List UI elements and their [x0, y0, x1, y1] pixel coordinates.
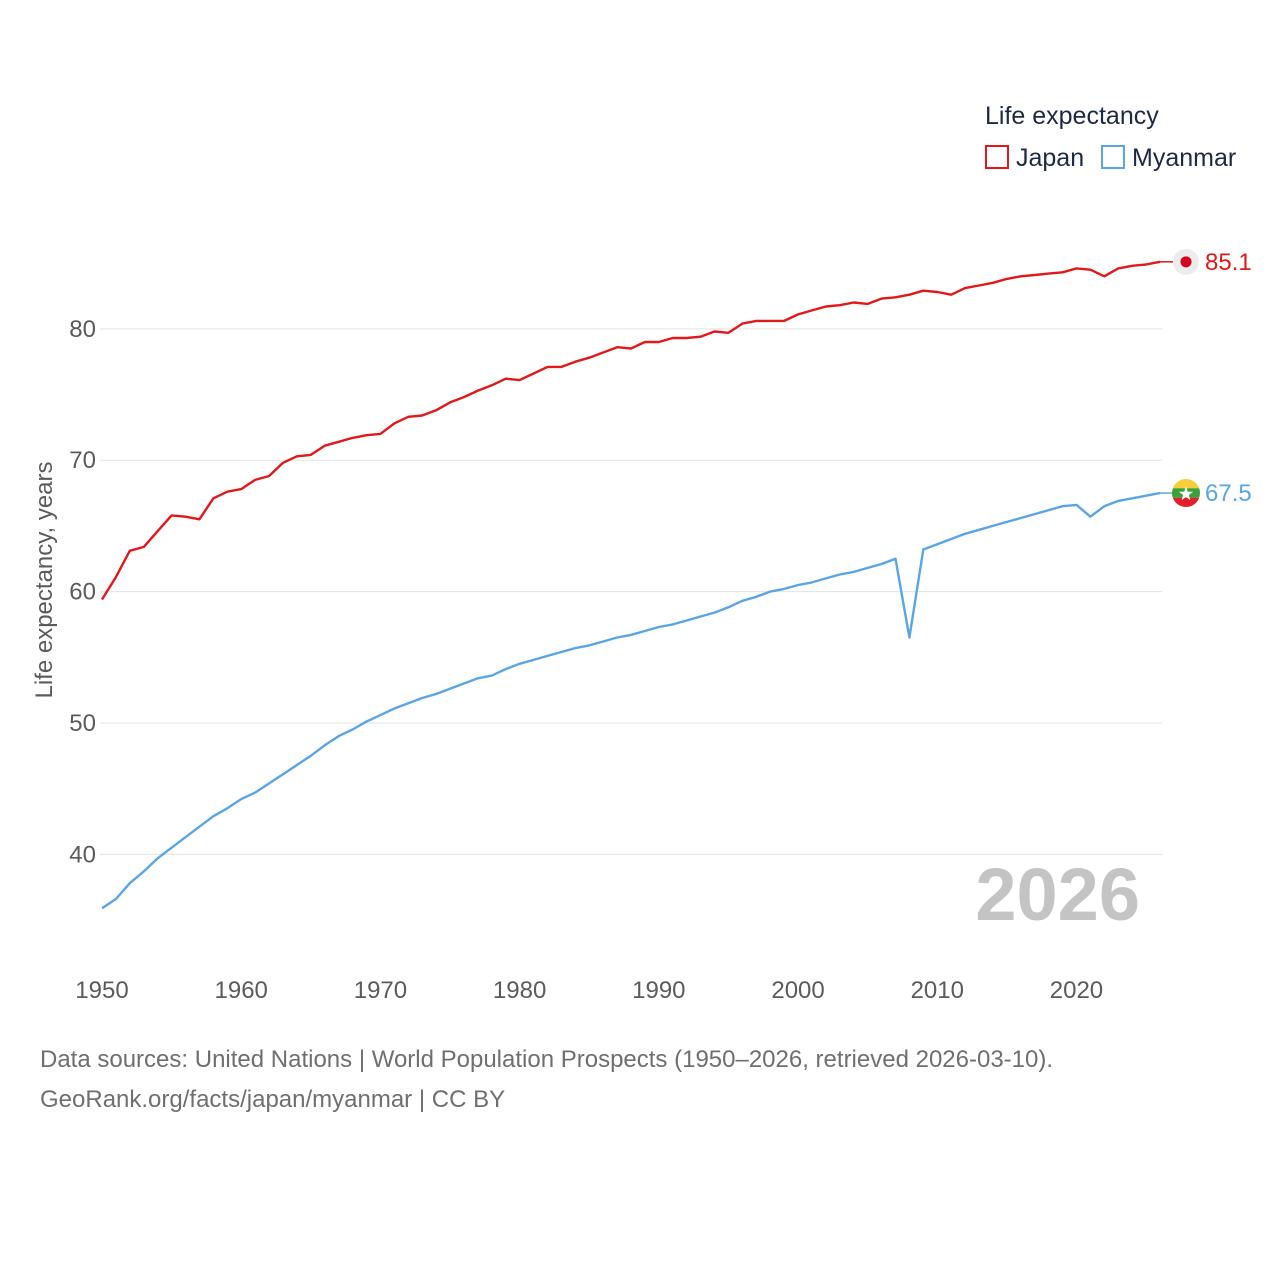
end-value-label-myanmar: 67.5: [1205, 480, 1252, 507]
footer: Data sources: United Nations | World Pop…: [40, 1040, 1240, 1120]
y-axis-ticks: 40 50 60 70 80: [69, 316, 96, 868]
y-tick-label-80: 80: [69, 316, 96, 343]
legend-item-japan[interactable]: Japan: [985, 144, 1084, 172]
gridlines: [100, 328, 1162, 855]
legend-swatch-japan: [985, 145, 1009, 169]
y-axis-title: Life expectancy, years: [31, 461, 58, 698]
year-overlay: 2026: [975, 853, 1140, 936]
x-tick-label-2000: 2000: [771, 977, 824, 1004]
legend-label-myanmar: Myanmar: [1132, 144, 1236, 172]
myanmar-flag-icon: [1172, 479, 1200, 508]
x-tick-label-1980: 1980: [493, 977, 546, 1004]
credit-line: GeoRank.org/facts/japan/myanmar | CC BY: [40, 1086, 506, 1113]
legend[interactable]: Life expectancy Japan Myanmar: [985, 102, 1236, 172]
legend-swatch-myanmar: [1101, 145, 1125, 169]
x-axis-ticks: 1950 1960 1970 1980 1990 2000 2010 2020: [75, 977, 1103, 1004]
y-tick-label-60: 60: [69, 579, 96, 606]
x-tick-label-2020: 2020: [1050, 977, 1103, 1004]
y-tick-label-40: 40: [69, 841, 96, 868]
data-sources-note: Data sources: United Nations | World Pop…: [40, 1046, 1054, 1073]
x-tick-label-1950: 1950: [75, 977, 128, 1004]
legend-item-myanmar[interactable]: Myanmar: [1101, 144, 1236, 172]
series-line-myanmar: [101, 491, 1161, 910]
x-tick-label-1970: 1970: [354, 977, 407, 1004]
x-tick-label-1990: 1990: [632, 977, 685, 1004]
japan-flag-icon: [1173, 248, 1199, 275]
legend-title: Life expectancy: [985, 102, 1159, 130]
series-line-japan: [100, 260, 1161, 601]
legend-label-japan: Japan: [1016, 144, 1084, 172]
x-tick-label-2010: 2010: [911, 977, 964, 1004]
end-value-label-japan: 85.1: [1205, 249, 1252, 276]
y-tick-label-50: 50: [69, 710, 96, 737]
x-tick-label-1960: 1960: [215, 977, 268, 1004]
series-lines: [100, 260, 1161, 910]
y-tick-label-70: 70: [69, 447, 96, 474]
series-endpoints: 85.1 67.5: [1160, 248, 1252, 508]
